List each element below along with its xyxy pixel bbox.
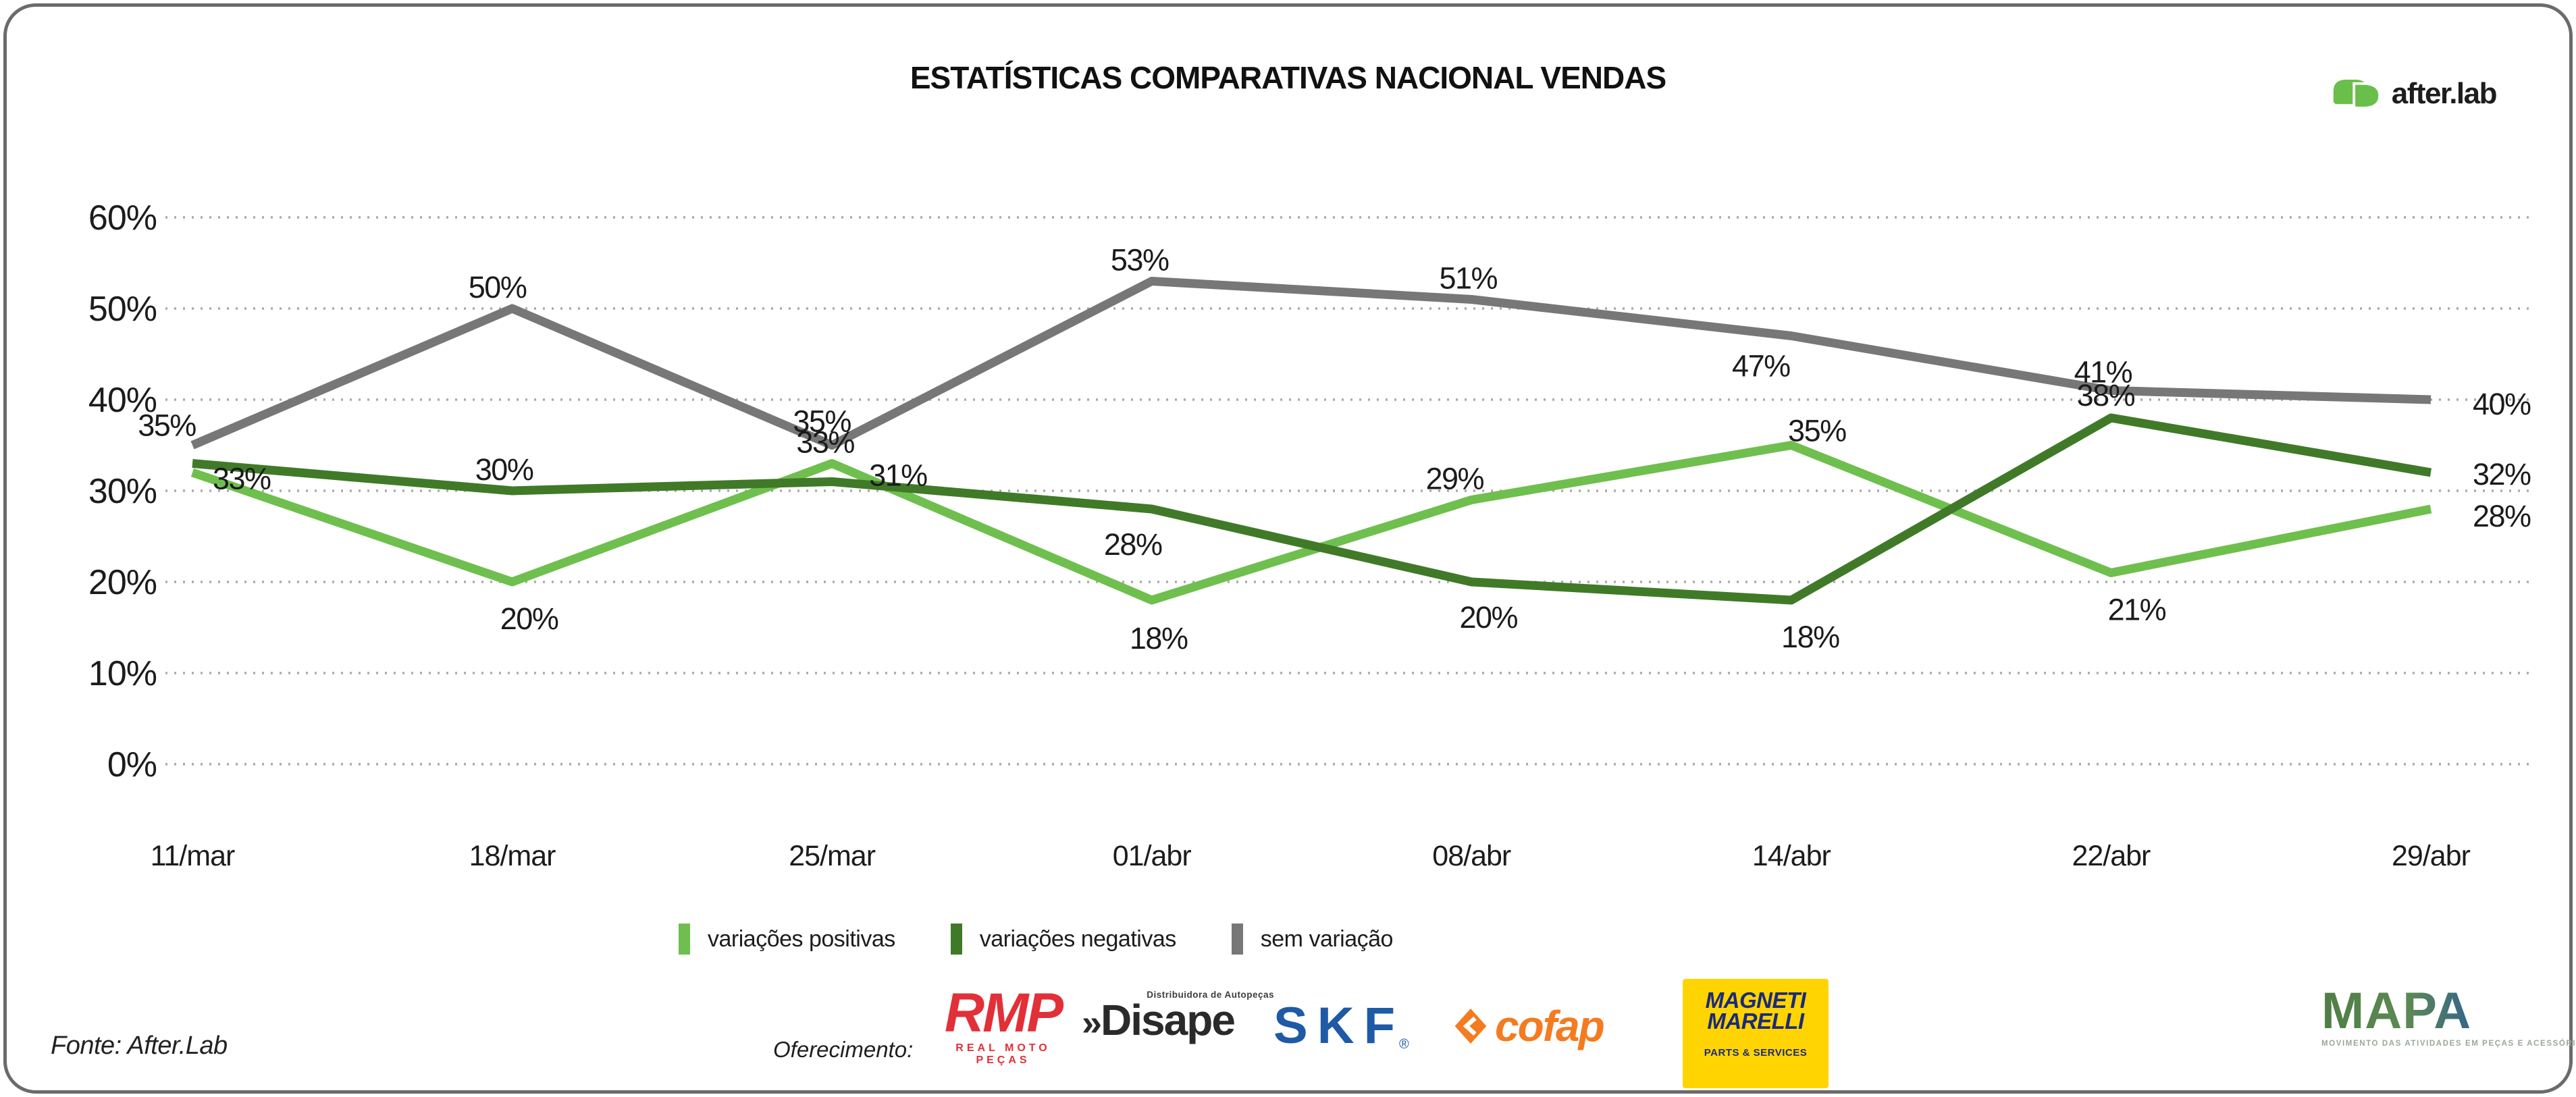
skf-registered-mark: ® xyxy=(1399,1037,1409,1052)
point-label: 40% xyxy=(2473,387,2531,421)
point-label: 35% xyxy=(138,408,196,442)
point-label: 35% xyxy=(1788,413,1846,448)
point-label: 32% xyxy=(2473,457,2531,491)
legend-label-negativas: variações negativas xyxy=(979,926,1177,952)
source-note: Fonte: After.Lab xyxy=(51,1032,228,1060)
y-tick-label: 50% xyxy=(88,290,157,329)
point-label: 28% xyxy=(1104,527,1162,562)
y-tick-label: 0% xyxy=(107,745,157,784)
point-label: 30% xyxy=(475,452,533,487)
disape-logo-tagline: Distribuidora de Autopeças xyxy=(1147,990,1274,1000)
point-label: 50% xyxy=(469,270,527,304)
point-label: 18% xyxy=(1781,620,1839,654)
magneti-marelli-logo: MAGNETI MARELLI PARTS & SERVICES xyxy=(1683,979,1829,1088)
legend-swatch-negativas xyxy=(950,924,962,955)
afterlab-logo-text: after.lab xyxy=(2391,77,2498,110)
mapa-logo: MAPA MOVIMENTO DAS ATIVIDADES EM PEÇAS E… xyxy=(2321,985,2576,1048)
legend-item-negativas: variações negativas xyxy=(950,924,1177,955)
legend-label-sem-variacao: sem variação xyxy=(1260,926,1394,952)
point-label: 47% xyxy=(1732,348,1790,383)
y-tick-label: 20% xyxy=(88,563,157,602)
rmp-logo-tagline: REAL MOTO PEÇAS xyxy=(955,1042,1051,1066)
legend-swatch-sem-variacao xyxy=(1231,924,1243,955)
point-label: 38% xyxy=(2077,378,2135,412)
skf-logo: SKF® xyxy=(1273,1000,1409,1052)
x-tick-label: 29/abr xyxy=(2392,840,2471,872)
point-label: 53% xyxy=(1111,242,1169,277)
disape-logo-text: Disape xyxy=(1101,996,1236,1044)
mapa-logo-tagline: MOVIMENTO DAS ATIVIDADES EM PEÇAS E ACES… xyxy=(2321,1040,2576,1048)
point-label: 20% xyxy=(1459,600,1517,635)
point-label: 31% xyxy=(869,458,927,492)
mapa-logo-text: MAPA xyxy=(2321,985,2544,1036)
point-label: 35% xyxy=(793,404,851,438)
x-tick-label: 18/mar xyxy=(469,840,556,872)
point-label: 29% xyxy=(1425,461,1483,496)
sponsor-label: Oferecimento: xyxy=(773,1037,914,1062)
afterlab-logo: after.lab xyxy=(2330,74,2498,113)
point-label: 28% xyxy=(2473,499,2531,533)
chart-title: ESTATÍSTICAS COMPARATIVAS NACIONAL VENDA… xyxy=(910,60,1666,95)
x-tick-label: 08/abr xyxy=(1432,840,1511,872)
y-tick-label: 60% xyxy=(88,198,157,238)
y-tick-label: 10% xyxy=(88,654,157,693)
series-line-0 xyxy=(190,441,2432,605)
point-label: 33% xyxy=(796,425,854,459)
point-label: 18% xyxy=(1130,621,1188,655)
disape-logo: Distribuidora de Autopeças »Disape xyxy=(1082,990,1274,1044)
x-tick-label: 25/mar xyxy=(789,840,876,872)
legend-item-sem-variacao: sem variação xyxy=(1231,924,1394,955)
x-tick-label: 14/abr xyxy=(1752,840,1831,872)
legend-label-positivas: variações positivas xyxy=(708,926,895,952)
cofap-logo-text: cofap xyxy=(1495,1002,1605,1050)
series-line-1 xyxy=(192,413,2432,605)
disape-chevron-icon: » xyxy=(1082,1002,1102,1043)
magneti-logo-line1: MAGNETI xyxy=(1705,988,1806,1013)
magneti-logo-line2: MARELLI xyxy=(1707,1009,1804,1034)
cofap-logo: cofap xyxy=(1453,1002,1605,1050)
afterlab-leaf-icon xyxy=(2333,80,2381,109)
legend-item-positivas: variações positivas xyxy=(679,924,895,955)
x-tick-label: 22/abr xyxy=(2072,840,2151,872)
rmp-logo: RMP REAL MOTO PEÇAS xyxy=(930,982,1076,1067)
point-label: 41% xyxy=(2074,354,2132,389)
point-label: 21% xyxy=(2108,592,2166,626)
x-tick-label: 01/abr xyxy=(1113,840,1192,872)
point-label: 33% xyxy=(213,461,271,496)
point-label: 51% xyxy=(1439,261,1497,295)
skf-logo-text: SKF xyxy=(1273,997,1404,1054)
chart-legend: variações positivas variações negativas … xyxy=(679,924,1393,955)
x-tick-label: 11/mar xyxy=(151,840,235,872)
legend-swatch-positivas xyxy=(679,924,690,955)
series-line-2 xyxy=(190,277,2432,450)
point-label: 20% xyxy=(500,601,558,636)
y-tick-label: 40% xyxy=(88,381,157,420)
rmp-logo-text: RMP xyxy=(944,982,1063,1044)
magneti-logo-tagline: PARTS & SERVICES xyxy=(1704,1046,1808,1059)
y-tick-label: 30% xyxy=(88,472,157,511)
cofap-diamond-icon xyxy=(1454,1009,1487,1044)
